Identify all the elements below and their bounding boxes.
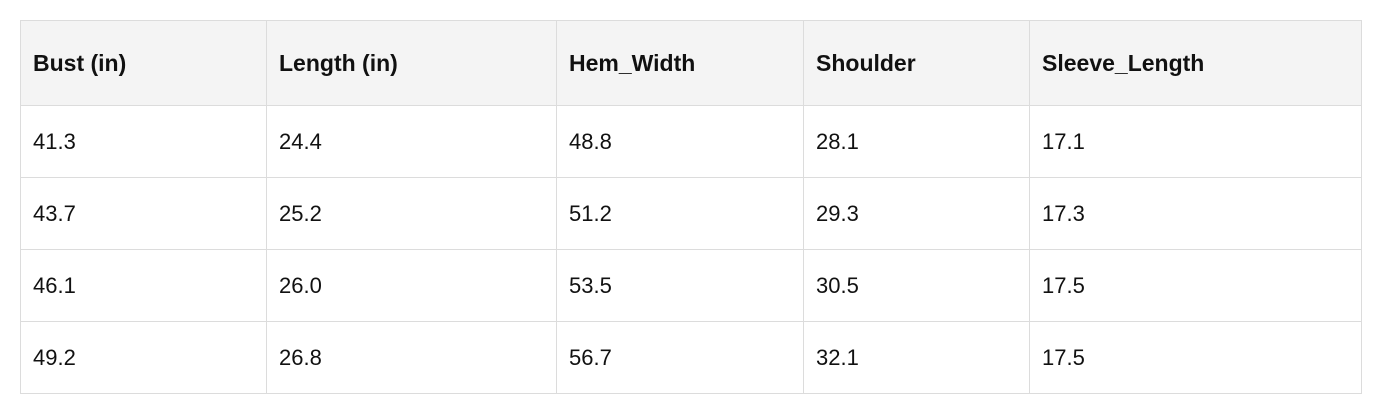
table-cell: 48.8 bbox=[556, 105, 804, 178]
column-header: Hem_Width bbox=[556, 20, 804, 106]
table-cell: 24.4 bbox=[266, 105, 557, 178]
table-cell: 26.8 bbox=[266, 321, 557, 394]
table-cell: 28.1 bbox=[803, 105, 1030, 178]
table-cell: 32.1 bbox=[803, 321, 1030, 394]
table-row: 43.7 25.2 51.2 29.3 17.3 bbox=[20, 177, 1362, 250]
table-cell: 17.5 bbox=[1029, 249, 1362, 322]
table-cell: 43.7 bbox=[20, 177, 267, 250]
header-row: Bust (in) Length (in) Hem_Width Shoulder Sle… bbox=[20, 20, 1362, 106]
table-body: 41.3 24.4 48.8 28.1 17.1 43.7 25.2 51.2 29.3 17.3… bbox=[20, 105, 1362, 394]
table-cell: 41.3 bbox=[20, 105, 267, 178]
column-header: Shoulder bbox=[803, 20, 1030, 106]
column-header: Bust (in) bbox=[20, 20, 267, 106]
table-cell: 46.1 bbox=[20, 249, 267, 322]
table-cell: 53.5 bbox=[556, 249, 804, 322]
table-row: 49.2 26.8 56.7 32.1 17.5 bbox=[20, 321, 1362, 394]
table-row: 41.3 24.4 48.8 28.1 17.1 bbox=[20, 105, 1362, 178]
table-cell: 25.2 bbox=[266, 177, 557, 250]
column-header: Length (in) bbox=[266, 20, 557, 106]
table-cell: 17.3 bbox=[1029, 177, 1362, 250]
table-cell: 17.5 bbox=[1029, 321, 1362, 394]
table-cell: 51.2 bbox=[556, 177, 804, 250]
size-table: Bust (in) Length (in) Hem_Width Shoulder Sle… bbox=[20, 20, 1362, 394]
table-cell: 56.7 bbox=[556, 321, 804, 394]
table-cell: 30.5 bbox=[803, 249, 1030, 322]
column-header: Sleeve_Length bbox=[1029, 20, 1362, 106]
table-cell: 26.0 bbox=[266, 249, 557, 322]
table-cell: 29.3 bbox=[803, 177, 1030, 250]
table-cell: 17.1 bbox=[1029, 105, 1362, 178]
table-cell: 49.2 bbox=[20, 321, 267, 394]
table-row: 46.1 26.0 53.5 30.5 17.5 bbox=[20, 249, 1362, 322]
